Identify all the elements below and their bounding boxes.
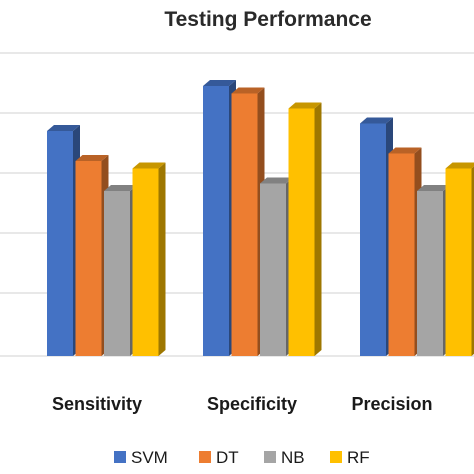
category-label-specificity: Specificity <box>207 394 297 414</box>
legend-item-rf: RF <box>330 448 370 467</box>
legend: SVM DT NB RF <box>114 448 370 467</box>
chart-title: Testing Performance <box>164 8 371 31</box>
bar-nb-specificity <box>260 177 293 356</box>
bar-svm-sensitivity <box>47 125 80 356</box>
legend-item-nb: NB <box>264 448 305 467</box>
category-label-sensitivity: Sensitivity <box>52 394 142 414</box>
legend-swatch <box>199 451 211 463</box>
category-labels: Sensitivity Specificity Precision <box>52 394 433 414</box>
legend-label: DT <box>216 448 239 467</box>
bar-nb-precision <box>417 185 450 356</box>
bar-dt-precision <box>388 147 422 356</box>
bar-rf-specificity <box>288 102 322 356</box>
bar-rf-precision <box>445 162 474 356</box>
bars-group <box>47 80 474 356</box>
bar-dt-specificity <box>231 87 265 356</box>
legend-swatch <box>264 451 276 463</box>
bar-dt-sensitivity <box>75 155 109 356</box>
bar-nb-sensitivity <box>104 185 137 356</box>
legend-item-svm: SVM <box>114 448 168 467</box>
category-label-precision: Precision <box>351 394 432 414</box>
bar-svm-precision <box>360 117 393 356</box>
legend-label: SVM <box>131 448 168 467</box>
legend-swatch <box>114 451 126 463</box>
bar-rf-sensitivity <box>132 162 166 356</box>
bar-svm-specificity <box>203 80 236 356</box>
legend-label: RF <box>347 448 370 467</box>
legend-swatch <box>330 451 342 463</box>
legend-item-dt: DT <box>199 448 239 467</box>
legend-label: NB <box>281 448 305 467</box>
